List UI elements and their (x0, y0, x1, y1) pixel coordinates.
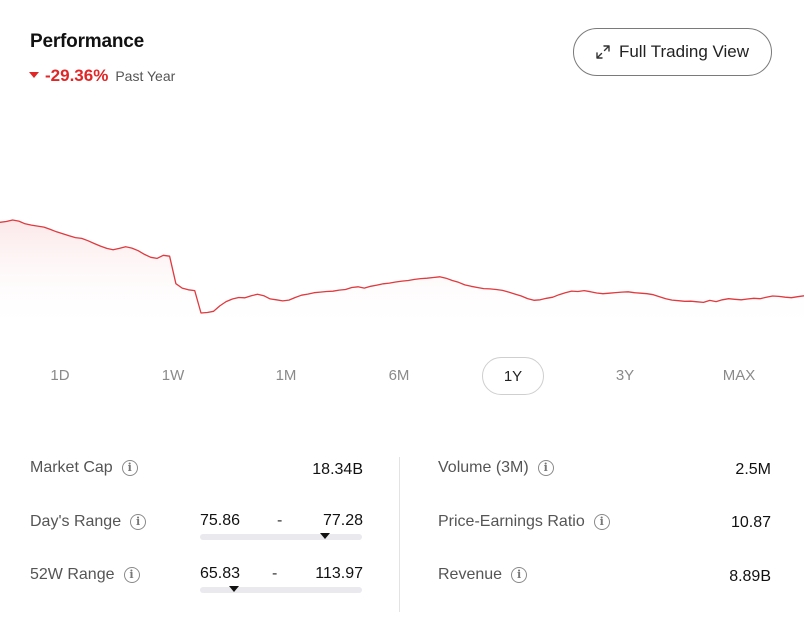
days-range-label: Day's Range (30, 513, 122, 530)
chart-series-line (0, 219, 804, 314)
revenue-label: Revenue (438, 566, 503, 583)
days-range-high: 77.28 (322, 512, 363, 529)
range-dash: - (277, 512, 283, 529)
w52-range-label: 52W Range (30, 566, 115, 583)
pe-ratio-value: 10.87 (730, 514, 771, 531)
period-6m[interactable]: 6M (388, 367, 410, 384)
days-range-stat: Day's Range i (30, 513, 147, 531)
days-range-marker (319, 533, 330, 539)
w52-range-stat: 52W Range i (30, 566, 140, 584)
period-1w[interactable]: 1W (161, 367, 185, 384)
info-icon[interactable]: i (511, 567, 528, 583)
info-icon[interactable]: i (121, 460, 138, 476)
w52-range-low: 65.83 (200, 565, 241, 582)
full-trading-view-label: Full Trading View (618, 42, 750, 61)
volume-value: 2.5M (735, 461, 771, 478)
range-dash: - (272, 565, 278, 582)
market-cap-label: Market Cap (30, 459, 113, 476)
change-value: -29.36% (45, 66, 109, 85)
days-range-low: 75.86 (200, 512, 241, 529)
performance-chart (0, 219, 804, 330)
performance-change: -29.36% Past Year (29, 66, 175, 86)
period-1m[interactable]: 1M (275, 367, 297, 384)
info-icon[interactable]: i (537, 460, 554, 476)
volume-stat: Volume (3M) i (438, 459, 554, 477)
page-title: Performance (30, 31, 144, 52)
days-range-track (200, 534, 362, 540)
change-period: Past Year (115, 68, 176, 84)
info-icon[interactable]: i (130, 514, 147, 530)
chart-area-fill (0, 220, 804, 330)
period-1y[interactable]: 1Y (482, 357, 544, 395)
pe-ratio-label: Price-Earnings Ratio (438, 513, 585, 530)
period-1d[interactable]: 1D (50, 367, 70, 384)
period-selector: 1D 1W 1M 6M 1Y 3Y MAX (0, 357, 804, 395)
period-3y[interactable]: 3Y (615, 367, 635, 384)
expand-icon (596, 45, 610, 59)
market-cap-value: 18.34B (312, 461, 363, 478)
stats-divider (399, 457, 400, 612)
caret-down-icon (29, 72, 39, 78)
pe-ratio-stat: Price-Earnings Ratio i (438, 513, 610, 531)
volume-label: Volume (3M) (438, 459, 529, 476)
full-trading-view-button[interactable]: Full Trading View (573, 28, 772, 76)
w52-range-marker (229, 586, 240, 592)
w52-range-high: 113.97 (315, 565, 363, 582)
market-cap-stat: Market Cap i (30, 459, 138, 477)
info-icon[interactable]: i (123, 567, 140, 583)
info-icon[interactable]: i (593, 514, 610, 530)
revenue-value: 8.89B (729, 568, 771, 585)
period-max[interactable]: MAX (722, 367, 756, 384)
w52-range-track (200, 587, 362, 593)
revenue-stat: Revenue i (438, 566, 528, 584)
